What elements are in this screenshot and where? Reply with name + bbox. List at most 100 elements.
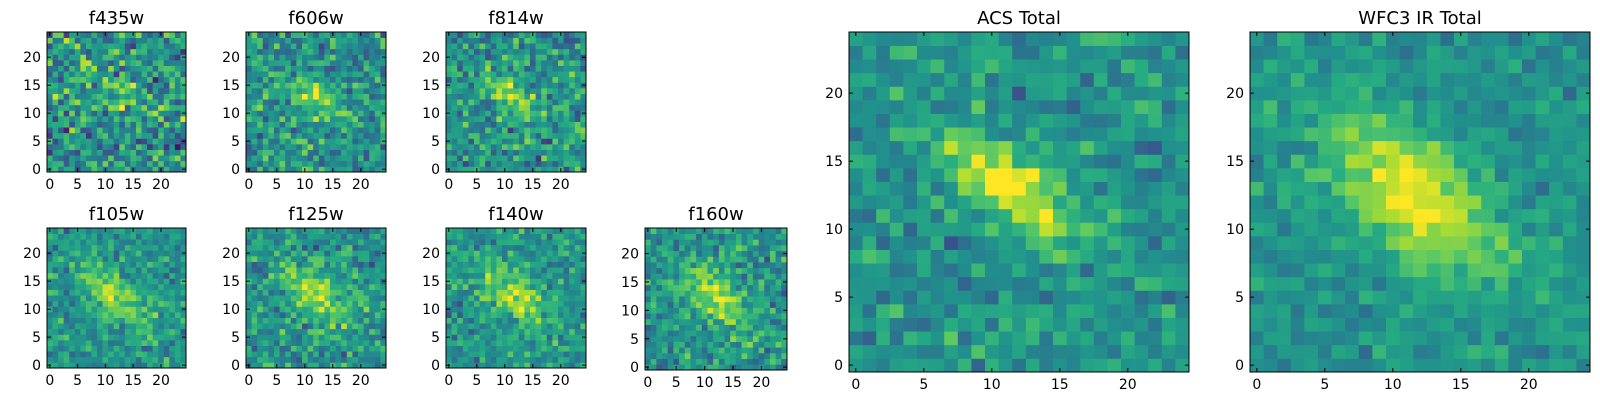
heatmap-cell [363, 155, 370, 162]
heatmap-cell [335, 65, 342, 72]
heatmap-cell [341, 121, 348, 128]
heatmap-cell [246, 116, 252, 122]
heatmap-cell [152, 82, 159, 89]
y-tick-label: 5 [32, 134, 41, 150]
heatmap-cell [102, 48, 109, 55]
heatmap-cell [930, 208, 945, 223]
heatmap-cell [158, 132, 165, 139]
heatmap-cell [363, 65, 370, 72]
heatmap-cell [535, 312, 542, 318]
heatmap-cell [490, 267, 497, 274]
heatmap-cell [507, 317, 514, 324]
heatmap-cell [135, 345, 142, 352]
heatmap-cell [290, 88, 297, 94]
heatmap-cell [985, 236, 999, 250]
heatmap-cell [713, 239, 720, 246]
heatmap-cell [490, 328, 497, 335]
heatmap-cell [903, 195, 918, 210]
heatmap-cell [552, 37, 559, 44]
heatmap-cell [163, 116, 170, 122]
heatmap-cell [518, 138, 525, 145]
heatmap-cell [135, 300, 142, 307]
heatmap-cell [80, 144, 87, 150]
heatmap-cell [502, 340, 508, 346]
heatmap-cell [1080, 249, 1095, 264]
heatmap-cell [496, 250, 503, 257]
heatmap-cell [318, 116, 325, 122]
heatmap-cell [341, 323, 348, 330]
heatmap-cell [1080, 276, 1095, 291]
heatmap-cell [274, 317, 280, 324]
heatmap-cell [52, 328, 59, 335]
heatmap-cell [346, 127, 353, 134]
heatmap-cell [690, 256, 697, 263]
heatmap-cell [113, 32, 120, 38]
heatmap-cell [307, 351, 314, 358]
heatmap-cell [318, 99, 325, 106]
heatmap-cell [574, 93, 581, 100]
heatmap-cell [546, 306, 553, 313]
heatmap-cell [251, 306, 258, 313]
heatmap-cell [563, 82, 570, 89]
heatmap-cell [541, 256, 548, 262]
heatmap-cell [446, 43, 452, 50]
heatmap-cell [290, 110, 297, 117]
heatmap-cell [268, 278, 275, 285]
heatmap-cell [363, 71, 370, 78]
heatmap-cell [650, 267, 657, 274]
heatmap-cell [279, 48, 286, 55]
heatmap-cell [374, 340, 381, 346]
heatmap-cell [752, 358, 759, 365]
heatmap-cell [462, 99, 469, 106]
heatmap-cell [91, 334, 98, 341]
heatmap-cell [758, 273, 765, 280]
heatmap-cell [667, 279, 674, 286]
heatmap-cell [251, 244, 258, 251]
heatmap-cell [307, 250, 314, 257]
heatmap-cell [849, 317, 863, 332]
heatmap-cell [446, 65, 452, 72]
heatmap-cell [656, 364, 663, 371]
heatmap-cell [52, 121, 59, 128]
heatmap-cell [903, 249, 918, 264]
heatmap-cell [108, 104, 115, 111]
heatmap-cell [645, 267, 652, 274]
heatmap-cell [518, 334, 525, 341]
heatmap-cell [507, 351, 514, 358]
heatmap-cell [1121, 236, 1135, 250]
heatmap-cell [679, 296, 686, 303]
heatmap-cell [1161, 236, 1176, 250]
heatmap-cell [541, 110, 548, 117]
heatmap-cell [97, 267, 103, 274]
heatmap-cell [251, 261, 258, 268]
heatmap-cell [580, 71, 587, 78]
heatmap-cell [718, 228, 725, 235]
heatmap-cell [552, 300, 559, 307]
heatmap-cell [69, 71, 76, 78]
heatmap-cell [752, 335, 759, 342]
heatmap-cell [180, 244, 187, 251]
heatmap-cell [113, 295, 120, 302]
heatmap-cell [524, 289, 531, 296]
heatmap-cell [713, 352, 720, 359]
heatmap-cell [358, 104, 364, 111]
heatmap-cell [741, 273, 748, 280]
heatmap-cell [479, 356, 486, 363]
heatmap-cell [91, 261, 98, 268]
heatmap-cell [645, 245, 652, 252]
heatmap-cell [74, 155, 81, 162]
heatmap-cell [781, 347, 788, 354]
heatmap-cell [490, 104, 497, 111]
heatmap-cell [535, 267, 542, 274]
heatmap-cell [507, 312, 514, 318]
heatmap-cell [285, 351, 292, 358]
heatmap-cell [85, 239, 92, 246]
heatmap-cell [580, 32, 587, 38]
heatmap-cell [313, 93, 320, 100]
heatmap-cell [502, 76, 508, 83]
heatmap-cell [546, 76, 553, 83]
heatmap-cell [130, 43, 137, 50]
heatmap-cell [662, 296, 669, 303]
heatmap-cell [446, 121, 452, 128]
heatmap-cell [163, 272, 170, 279]
